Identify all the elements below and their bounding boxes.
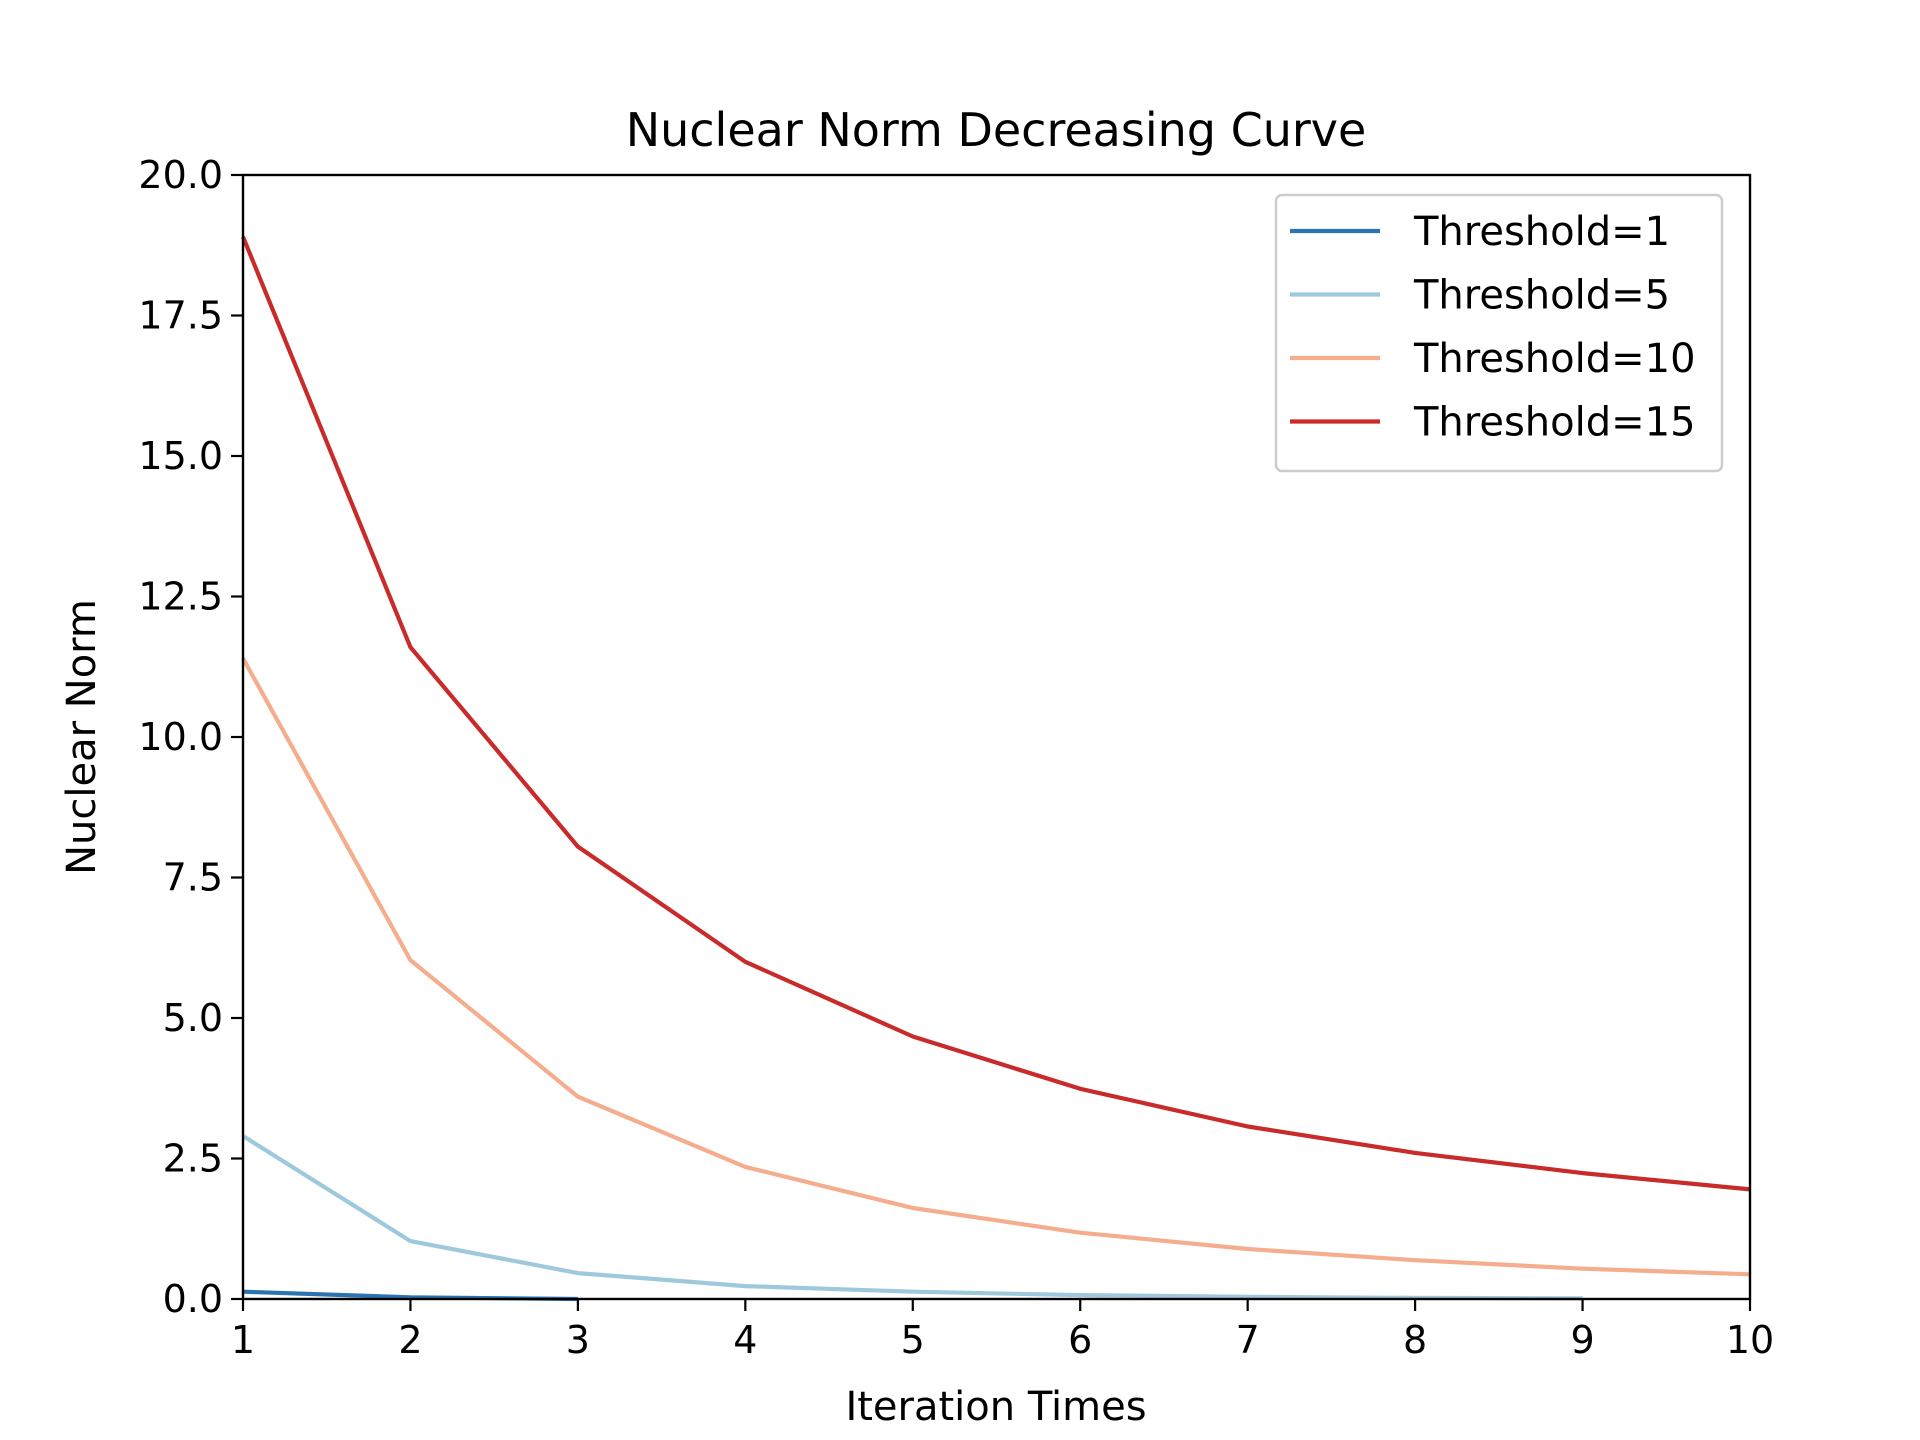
legend-entry-label: Threshold=1 <box>1413 209 1670 255</box>
legend-entry-label: Threshold=5 <box>1413 273 1670 319</box>
y-tick-label: 20.0 <box>138 153 223 197</box>
x-tick-label: 8 <box>1403 1318 1427 1362</box>
y-tick-label: 5.0 <box>163 996 223 1040</box>
y-tick-label: 17.5 <box>138 294 223 338</box>
chart-title: Nuclear Norm Decreasing Curve <box>626 103 1367 157</box>
x-tick-label: 5 <box>901 1318 925 1362</box>
axes-frame <box>241 173 1752 1301</box>
x-tick-label: 7 <box>1236 1318 1260 1362</box>
y-tick-label: 10.0 <box>138 715 223 759</box>
series-line-threshold-15 <box>241 236 1751 1192</box>
x-tick-label: 9 <box>1570 1318 1594 1362</box>
axis-ticks: 1 2 3 4 5 6 7 8 9 10 0.0 2.5 5.0 7.5 10.0 12.5 15.0 17.5 2… <box>138 153 1774 1362</box>
x-axis-label: Iteration Times <box>845 1384 1146 1430</box>
legend: Threshold=1 Threshold=5 Threshold=10 Thresh… <box>1274 193 1724 473</box>
y-tick-label: 12.5 <box>138 575 223 619</box>
x-tick-label: 6 <box>1068 1318 1092 1362</box>
legend-entry-label: Threshold=10 <box>1413 336 1696 382</box>
x-tick-label: 10 <box>1726 1318 1774 1362</box>
y-tick-label: 15.0 <box>138 434 223 478</box>
series-line-threshold-10 <box>241 657 1751 1277</box>
x-tick-label: 3 <box>566 1318 590 1362</box>
series-line-threshold-5 <box>241 1134 1583 1301</box>
x-tick-label: 4 <box>733 1318 757 1362</box>
x-tick-label: 2 <box>398 1318 422 1362</box>
y-tick-label: 2.5 <box>163 1137 223 1181</box>
y-tick-label: 0.0 <box>163 1277 223 1321</box>
y-tick-label: 7.5 <box>163 856 223 900</box>
legend-box <box>1274 193 1724 473</box>
x-tick-label: 1 <box>231 1318 255 1362</box>
legend-entry-label: Threshold=15 <box>1413 400 1696 446</box>
y-axis-label: Nuclear Norm <box>59 599 105 875</box>
